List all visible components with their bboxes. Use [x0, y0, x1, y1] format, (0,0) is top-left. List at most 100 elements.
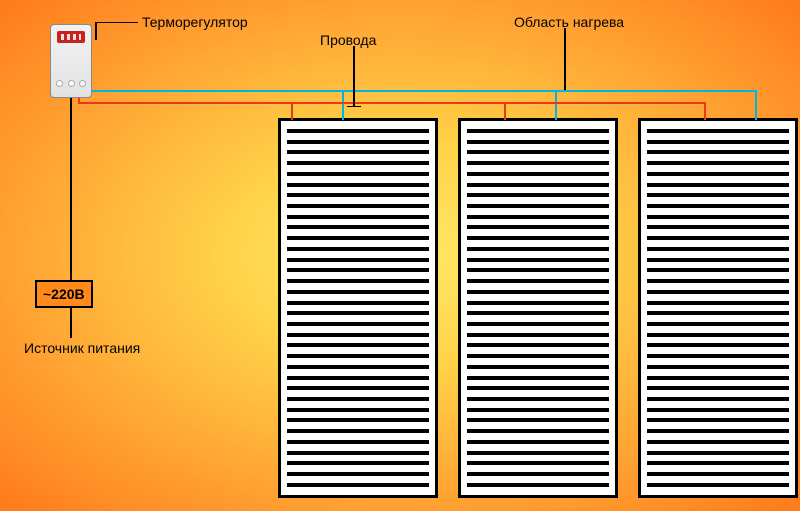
- heating-bar: [467, 333, 609, 337]
- heating-bar: [287, 140, 429, 144]
- leader-line: [353, 46, 355, 106]
- bus-wire-blue: [755, 90, 757, 120]
- heating-bar: [287, 333, 429, 337]
- heating-bar: [287, 183, 429, 187]
- heating-bar: [467, 290, 609, 294]
- heating-bar: [467, 236, 609, 240]
- heating-bar: [647, 129, 789, 133]
- heating-panel: [458, 118, 618, 498]
- heating-bar: [647, 418, 789, 422]
- heating-bar: [287, 150, 429, 154]
- heating-bar: [287, 429, 429, 433]
- heating-bar: [287, 440, 429, 444]
- heating-bar: [287, 215, 429, 219]
- heating-bar: [647, 397, 789, 401]
- heating-area-label: Область нагрева: [514, 14, 624, 30]
- heating-bar: [287, 418, 429, 422]
- thermostat-display: [57, 31, 85, 43]
- heating-bar: [287, 247, 429, 251]
- heating-bar: [647, 247, 789, 251]
- heating-bar: [647, 408, 789, 412]
- heating-bar: [467, 258, 609, 262]
- bus-wire-red: [78, 102, 706, 104]
- leader-line: [347, 106, 361, 107]
- heating-bar: [467, 311, 609, 315]
- heating-bar: [287, 225, 429, 229]
- heating-bar: [287, 161, 429, 165]
- heating-bar: [467, 193, 609, 197]
- bus-wire-blue: [555, 90, 557, 120]
- thermostat-label: Терморегулятор: [142, 14, 248, 30]
- heating-bar: [647, 354, 789, 358]
- heating-bar: [647, 290, 789, 294]
- heating-panel: [638, 118, 798, 498]
- heating-bar: [287, 129, 429, 133]
- heating-bar: [467, 204, 609, 208]
- voltage-box: ~220В: [35, 280, 93, 308]
- leader-line: [95, 22, 138, 23]
- power-source-label: Источник питания: [24, 340, 140, 356]
- heating-bar: [467, 161, 609, 165]
- bus-wire-red: [704, 102, 706, 120]
- heating-bar: [287, 386, 429, 390]
- heating-bar: [287, 451, 429, 455]
- heating-bar: [467, 247, 609, 251]
- heating-bar: [647, 161, 789, 165]
- heating-bar: [287, 279, 429, 283]
- heating-bar: [467, 483, 609, 487]
- heating-bar: [467, 376, 609, 380]
- heating-bar: [647, 311, 789, 315]
- power-wire: [70, 308, 72, 338]
- heating-bar: [467, 418, 609, 422]
- heating-bar: [287, 461, 429, 465]
- heating-bar: [467, 215, 609, 219]
- heating-bar: [647, 140, 789, 144]
- heating-bar: [287, 376, 429, 380]
- bus-wire-red: [291, 102, 293, 120]
- heating-bar: [287, 204, 429, 208]
- heating-bar: [467, 225, 609, 229]
- heating-bar: [647, 236, 789, 240]
- heating-bar: [467, 301, 609, 305]
- heating-bar: [467, 461, 609, 465]
- heating-bar: [287, 268, 429, 272]
- heating-bar: [647, 343, 789, 347]
- heating-bar: [287, 236, 429, 240]
- heating-bar: [467, 429, 609, 433]
- heating-bar: [647, 279, 789, 283]
- heating-bar: [467, 140, 609, 144]
- heating-bar: [287, 193, 429, 197]
- heating-bar: [647, 376, 789, 380]
- heating-bar: [647, 461, 789, 465]
- heating-bar: [467, 150, 609, 154]
- heating-bar: [287, 343, 429, 347]
- heating-bar: [287, 354, 429, 358]
- heating-bar: [287, 472, 429, 476]
- heating-bar: [287, 311, 429, 315]
- heating-bar: [647, 268, 789, 272]
- power-wire: [70, 98, 72, 280]
- bus-wire-blue: [342, 90, 344, 120]
- heating-bar: [287, 397, 429, 401]
- heating-bar: [467, 472, 609, 476]
- heating-bar: [467, 451, 609, 455]
- heating-bar: [647, 215, 789, 219]
- heating-bar: [467, 440, 609, 444]
- heating-bar: [467, 183, 609, 187]
- bus-wire-red: [504, 102, 506, 120]
- heating-bar: [287, 290, 429, 294]
- bus-wire-red: [78, 98, 80, 102]
- heating-bar: [647, 483, 789, 487]
- heating-bar: [647, 183, 789, 187]
- heating-bar: [467, 322, 609, 326]
- heating-bar: [467, 397, 609, 401]
- heating-bar: [287, 365, 429, 369]
- heating-panel: [278, 118, 438, 498]
- heating-bar: [647, 258, 789, 262]
- heating-bar: [647, 333, 789, 337]
- heating-bar: [647, 150, 789, 154]
- heating-bar: [467, 268, 609, 272]
- heating-bar: [467, 129, 609, 133]
- heating-bar: [647, 193, 789, 197]
- heating-bar: [467, 354, 609, 358]
